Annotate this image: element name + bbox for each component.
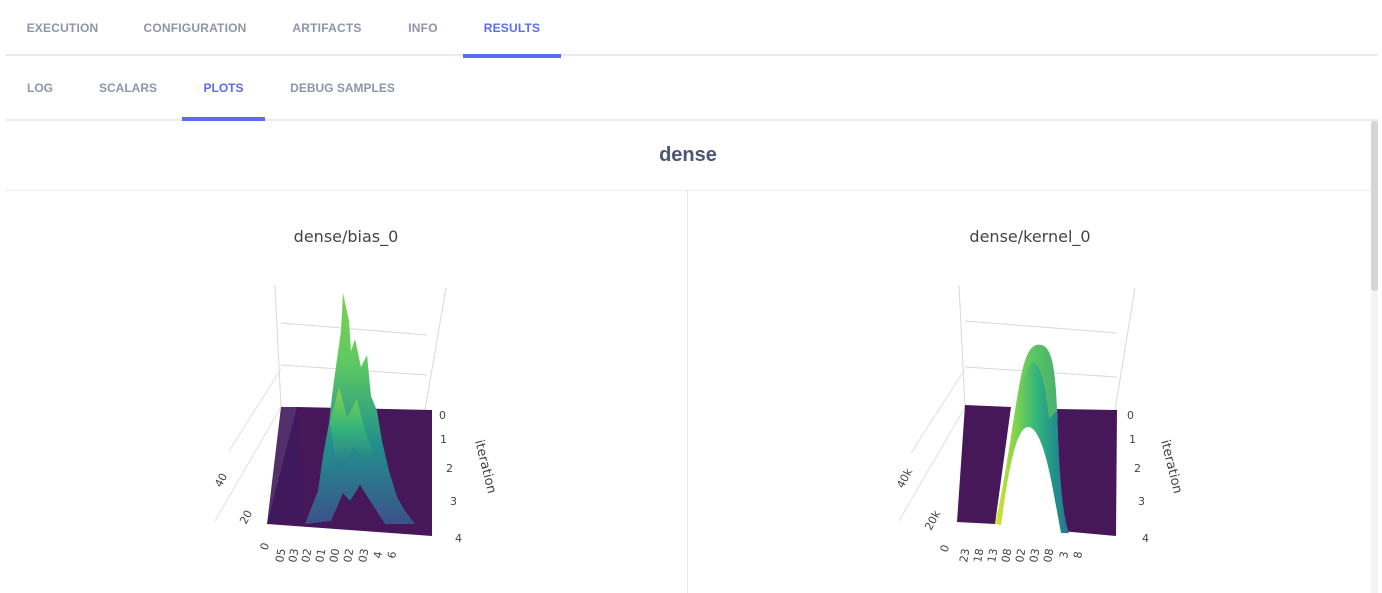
value-tick: 6 [385, 550, 399, 559]
iteration-axis-label: iteration [1157, 438, 1185, 495]
count-tick: 40k [894, 466, 915, 491]
value-tick: 01 [313, 547, 328, 563]
plot-group-header: dense [5, 121, 1371, 191]
axis-frame-line [1114, 287, 1136, 411]
iteration-tick: 4 [455, 532, 462, 545]
value-tick: 03 [286, 547, 301, 563]
tab-execution[interactable]: EXECUTION [26, 21, 99, 35]
value-tick: 03 [356, 547, 371, 563]
plot-panel-bias[interactable]: dense/bias_0 [5, 191, 688, 593]
subtab-debug-samples[interactable]: DEBUG SAMPLES [290, 80, 395, 95]
iteration-tick: 3 [1138, 495, 1145, 508]
axis-frame-line [910, 368, 966, 454]
surface-plot-bias[interactable]: 0 1 2 3 4 iteration 40 20 0 05 03 02 01 … [5, 191, 688, 593]
main-tab-bar: EXECUTION CONFIGURATION ARTIFACTS INFO R… [5, 0, 1378, 58]
value-tick: 02 [299, 547, 314, 563]
surface-left-slope [267, 407, 305, 524]
surface-ridge [330, 387, 373, 469]
tab-info[interactable]: INFO [408, 21, 438, 35]
tab-configuration[interactable]: CONFIGURATION [143, 21, 247, 35]
value-tick: 8 [1071, 550, 1085, 559]
value-tick: 18 [971, 547, 986, 563]
surface-peak [305, 293, 415, 524]
iteration-tick: 0 [439, 409, 446, 422]
surface-plot-kernel[interactable]: 0 1 2 3 4 iteration 40k 20k 0 23 18 13 0… [689, 191, 1371, 593]
surface-bell-highlight [1019, 344, 1057, 419]
tab-results[interactable]: RESULTS [463, 0, 561, 58]
subtab-log[interactable]: LOG [27, 80, 53, 95]
count-tick: 0 [258, 541, 273, 552]
subtab-plots[interactable]: PLOTS [182, 56, 265, 121]
plot-group-title: dense [659, 144, 717, 166]
surface-floor [1057, 409, 1117, 536]
iteration-tick: 2 [446, 462, 453, 475]
value-tick: 02 [341, 547, 356, 563]
value-tick: 13 [985, 547, 1000, 563]
count-tick: 0 [938, 543, 953, 554]
iteration-tick: 4 [1142, 532, 1149, 545]
plot-title: dense/kernel_0 [969, 227, 1091, 246]
axis-frame-line [274, 284, 282, 408]
value-tick: 08 [1041, 547, 1056, 563]
axis-frame-line [280, 322, 428, 336]
surface-floor [957, 405, 1011, 524]
value-tick: 00 [327, 547, 342, 563]
axis-frame-line [898, 406, 966, 522]
iteration-tick: 1 [1129, 433, 1136, 446]
tab-artifacts[interactable]: ARTIFACTS [292, 21, 362, 35]
value-tick: 05 [273, 547, 288, 563]
axis-frame-line [958, 284, 966, 408]
axis-frame-line [424, 287, 447, 411]
iteration-tick: 3 [450, 495, 457, 508]
value-tick: 08 [999, 547, 1014, 563]
axis-frame-line [228, 368, 282, 452]
plot-title: dense/bias_0 [293, 227, 399, 246]
value-tick: 3 [1057, 550, 1071, 559]
value-tick: 02 [1013, 547, 1028, 563]
count-tick: 20k [922, 508, 943, 533]
axis-frame-line [964, 320, 1118, 334]
subtab-scalars[interactable]: SCALARS [98, 80, 157, 95]
value-tick: 03 [1027, 547, 1042, 563]
vertical-scrollbar[interactable] [1371, 121, 1378, 593]
plot-panel-kernel[interactable]: dense/kernel_0 [689, 191, 1371, 593]
results-subtab-bar: LOG SCALARS PLOTS DEBUG SAMPLES [5, 56, 1378, 121]
iteration-axis-label: iteration [471, 438, 499, 495]
value-tick: 23 [957, 547, 972, 563]
axis-frame-line [214, 406, 282, 522]
iteration-tick: 1 [440, 433, 447, 446]
count-tick: 40 [212, 471, 230, 489]
iteration-tick: 0 [1127, 409, 1134, 422]
count-tick: 20 [237, 508, 255, 526]
scrollbar-thumb[interactable] [1371, 121, 1378, 291]
iteration-tick: 2 [1134, 462, 1141, 475]
plots-content: dense dense/bias_0 [5, 121, 1371, 593]
value-tick: 4 [371, 550, 385, 559]
